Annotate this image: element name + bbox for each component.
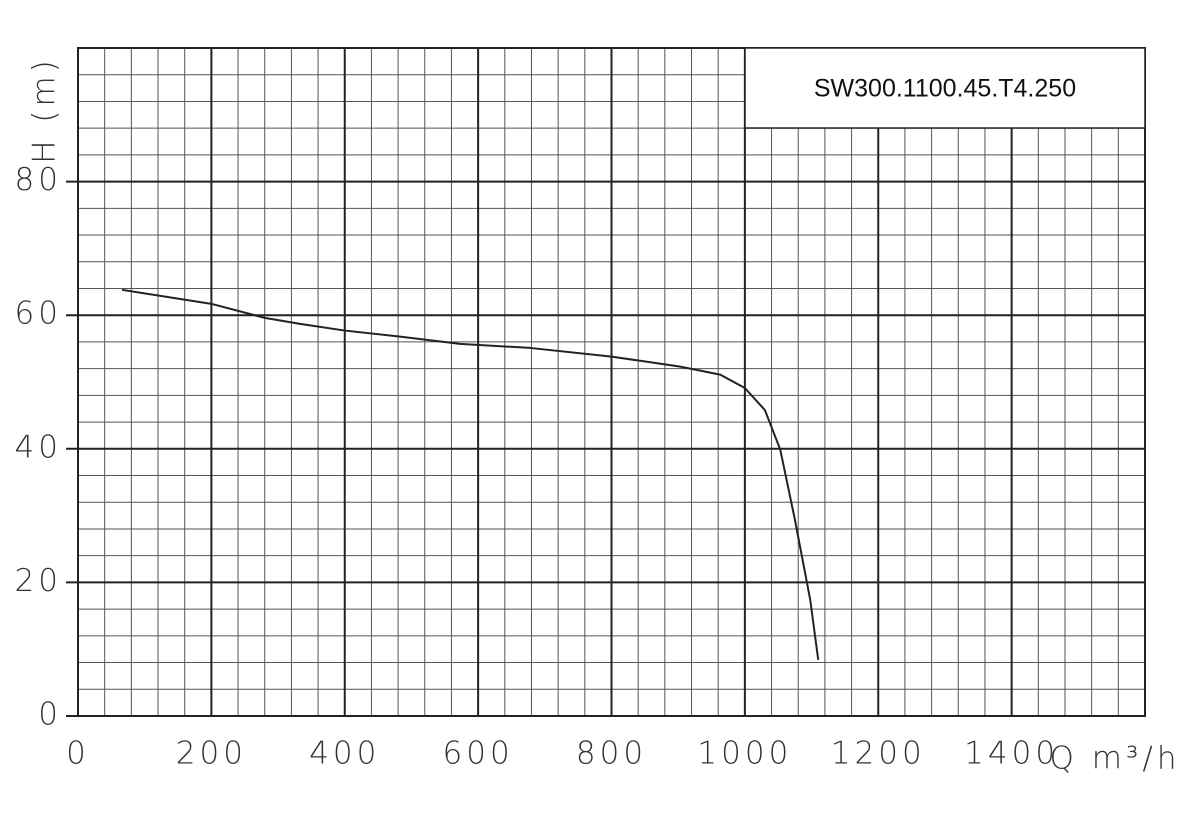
y-tick-label: 0 bbox=[38, 697, 62, 733]
y-axis-label: H (m) bbox=[27, 56, 63, 164]
x-tick-label: 1200 bbox=[831, 736, 926, 772]
curve bbox=[121, 288, 820, 661]
title-box bbox=[744, 47, 1146, 129]
x-tick-label: 400 bbox=[309, 736, 380, 772]
x-tick-label: 200 bbox=[176, 736, 247, 772]
y-tick-label: 40 bbox=[15, 429, 62, 465]
x-tick-label: 0 bbox=[66, 736, 90, 772]
y-tick-label: 20 bbox=[15, 563, 62, 599]
y-tick-label: 80 bbox=[15, 162, 62, 198]
x-tick-label: 1400 bbox=[964, 736, 1059, 772]
x-tick-label: 1000 bbox=[697, 736, 792, 772]
x-tick-label: 800 bbox=[576, 736, 647, 772]
y-tick-label: 60 bbox=[15, 296, 62, 332]
chart-title: SW300.1100.45.T4.250 bbox=[814, 75, 1076, 103]
x-tick-label: 600 bbox=[443, 736, 514, 772]
plot-frame bbox=[77, 47, 1146, 717]
x-axis-label: Q m³/h bbox=[1050, 741, 1181, 777]
